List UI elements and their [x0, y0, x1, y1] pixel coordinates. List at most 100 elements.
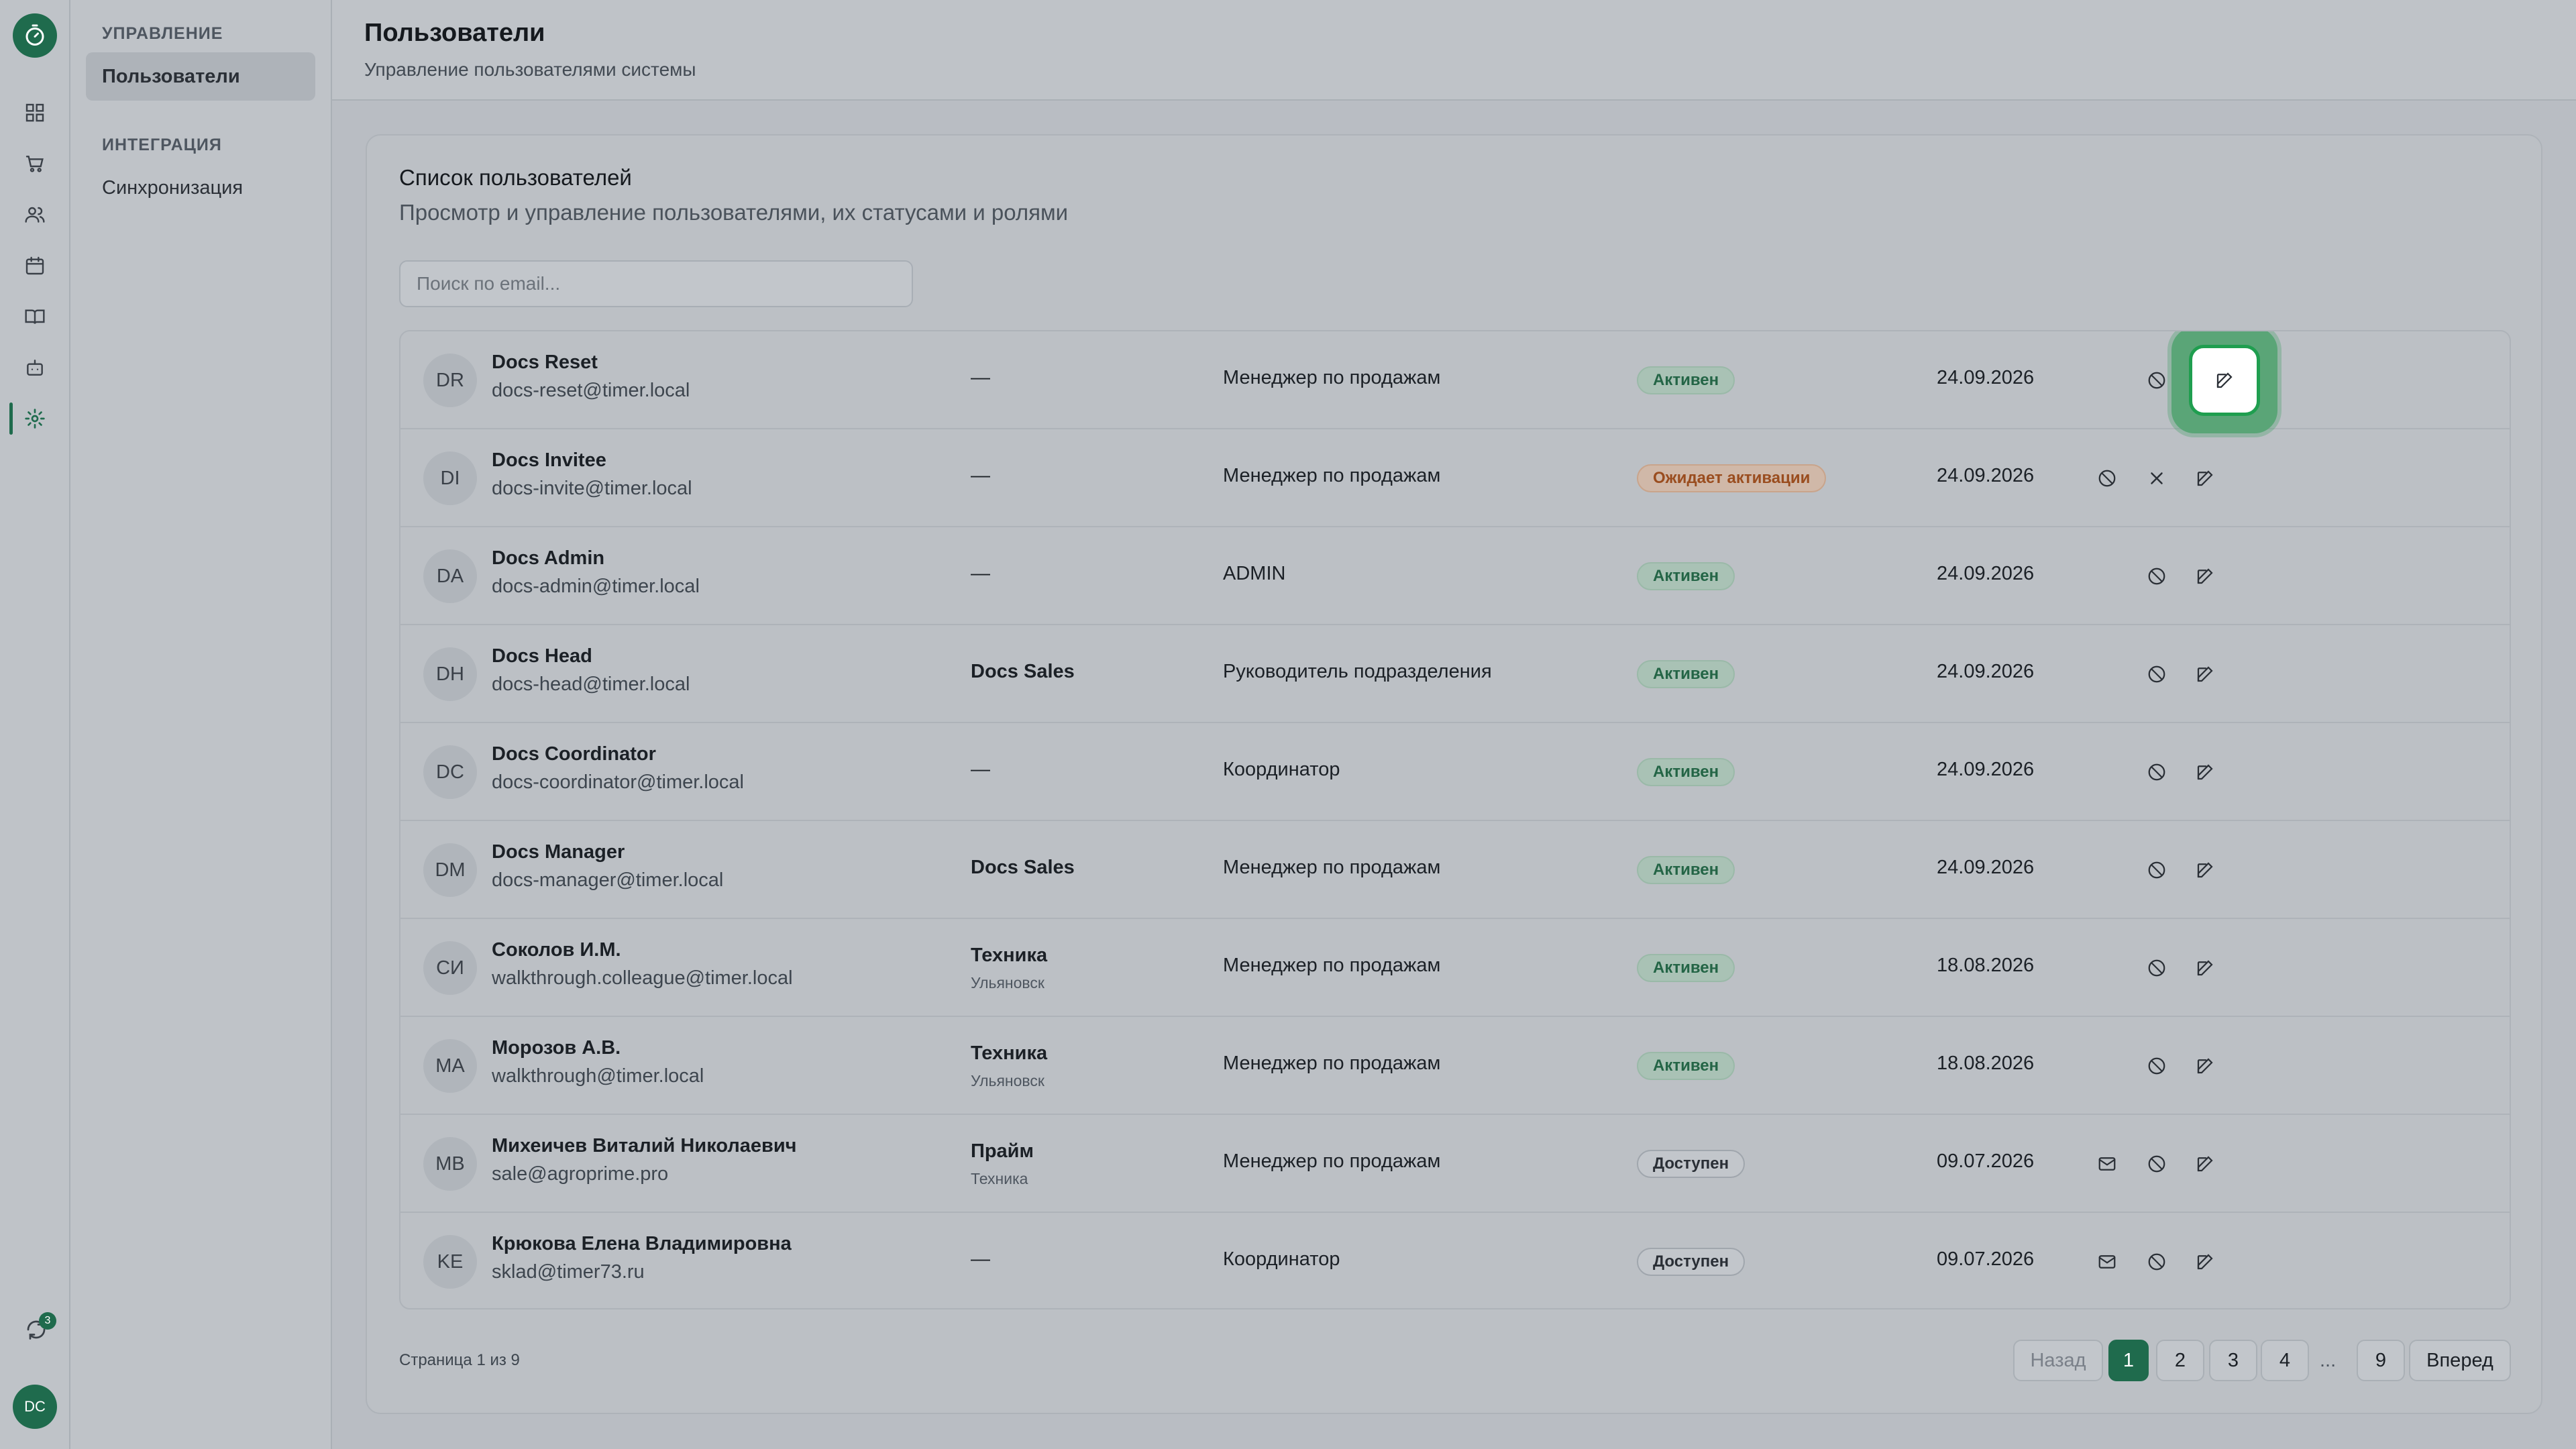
next-page-button[interactable]: Вперед: [2409, 1340, 2511, 1381]
timer-logo-icon[interactable]: [13, 13, 57, 58]
edit-button-highlight[interactable]: [2171, 331, 2277, 433]
department-empty: —: [971, 465, 990, 486]
edit-icon[interactable]: [2189, 1246, 2221, 1278]
status-badge: Активен: [1637, 562, 1735, 590]
bot-icon[interactable]: [19, 352, 51, 384]
table-row: DC Docs Coordinator docs-coordinator@timer…: [400, 723, 2510, 821]
block-icon[interactable]: [2141, 560, 2173, 592]
department: Техника: [971, 1042, 1048, 1064]
created-date: 24.09.2026: [1937, 857, 2035, 878]
user-email: walkthrough.colleague@timer.local: [492, 967, 793, 989]
user-role: Координатор: [1223, 1248, 1340, 1270]
edit-icon[interactable]: [2189, 560, 2221, 592]
user-avatar[interactable]: DC: [13, 1385, 57, 1429]
edit-icon[interactable]: [2189, 756, 2221, 788]
mail-icon[interactable]: [2091, 1246, 2123, 1278]
table-row: MB Михеичев Виталий Николаевич sale@agropr…: [400, 1115, 2510, 1213]
user-role: Менеджер по продажам: [1223, 465, 1441, 486]
edit-icon[interactable]: [2189, 658, 2221, 690]
created-date: 09.07.2026: [1937, 1248, 2035, 1270]
table-row: DA Docs Admin docs-admin@timer.local — ADMIN…: [400, 527, 2510, 625]
created-date: 24.09.2026: [1937, 661, 2035, 682]
user-role: Менеджер по продажам: [1223, 955, 1441, 976]
dashboard-icon[interactable]: [19, 97, 51, 129]
user-name: Docs Reset: [492, 352, 598, 373]
user-role: Координатор: [1223, 759, 1340, 780]
prev-page-button[interactable]: Назад: [2013, 1340, 2103, 1381]
book-icon[interactable]: [19, 301, 51, 333]
avatar: DH: [423, 647, 477, 701]
page-subtitle: Управление пользователями системы: [364, 59, 696, 80]
department-city: Ульяновск: [971, 974, 1044, 991]
user-name: Соколов И.М.: [492, 939, 621, 961]
department: Техника: [971, 945, 1048, 966]
edit-icon[interactable]: [2189, 1148, 2221, 1180]
block-icon[interactable]: [2141, 952, 2173, 984]
settings-sidebar: УПРАВЛЕНИЕ Пользователи ИНТЕГРАЦИЯ Синхр…: [70, 0, 332, 1449]
table-row: MA Морозов А.В. walkthrough@timer.local Тех…: [400, 1017, 2510, 1115]
avatar: MB: [423, 1137, 477, 1191]
block-icon[interactable]: [2141, 658, 2173, 690]
edit-icon[interactable]: [2189, 1050, 2221, 1082]
user-email: docs-reset@timer.local: [492, 380, 690, 401]
page-info: Страница 1 из 9: [399, 1351, 520, 1369]
page-header: Пользователи Управление пользователями с…: [332, 0, 2576, 101]
page-button-4[interactable]: 4: [2261, 1340, 2309, 1381]
page-button-2[interactable]: 2: [2156, 1340, 2204, 1381]
users-card: Список пользователей Просмотр и управлен…: [366, 134, 2542, 1414]
user-name: Михеичев Виталий Николаевич: [492, 1135, 797, 1157]
department-empty: —: [971, 759, 990, 780]
users-table: DR Docs Reset docs-reset@timer.local — Менед…: [399, 330, 2511, 1309]
user-email: docs-head@timer.local: [492, 674, 690, 695]
user-name: Docs Invitee: [492, 449, 606, 471]
calendar-icon[interactable]: [19, 250, 51, 282]
sidebar-item-sync[interactable]: Синхронизация: [102, 176, 244, 199]
avatar: DC: [423, 745, 477, 799]
close-icon[interactable]: [2141, 462, 2173, 494]
table-row: DM Docs Manager docs-manager@timer.local Do…: [400, 821, 2510, 919]
user-email: docs-invite@timer.local: [492, 478, 692, 499]
edit-icon[interactable]: [2189, 952, 2221, 984]
status-badge: Активен: [1637, 660, 1735, 688]
department-empty: —: [971, 367, 990, 388]
avatar: KE: [423, 1235, 477, 1289]
edit-icon[interactable]: [2189, 854, 2221, 886]
page-button-1[interactable]: 1: [2108, 1340, 2149, 1381]
user-email: sale@agroprime.pro: [492, 1163, 669, 1185]
user-role: Менеджер по продажам: [1223, 1053, 1441, 1074]
created-date: 24.09.2026: [1937, 563, 2035, 584]
nav-section-integration: ИНТЕГРАЦИЯ: [102, 136, 222, 154]
nav-section-management: УПРАВЛЕНИЕ: [102, 24, 223, 43]
department-empty: —: [971, 1248, 990, 1270]
cart-icon[interactable]: [19, 148, 51, 180]
users-icon[interactable]: [19, 199, 51, 231]
block-icon[interactable]: [2141, 1148, 2173, 1180]
block-icon[interactable]: [2091, 462, 2123, 494]
page-title: Пользователи: [364, 19, 545, 47]
block-icon[interactable]: [2141, 1246, 2173, 1278]
active-indicator: [9, 402, 13, 435]
edit-icon[interactable]: [2189, 345, 2260, 416]
department: Docs Sales: [971, 857, 1075, 878]
user-name: Docs Admin: [492, 547, 605, 569]
table-row: KE Крюкова Елена Владимировна sklad@timer7…: [400, 1213, 2510, 1308]
user-name: Крюкова Елена Владимировна: [492, 1233, 792, 1254]
status-badge: Доступен: [1637, 1150, 1746, 1178]
page-button-3[interactable]: 3: [2209, 1340, 2257, 1381]
block-icon[interactable]: [2141, 756, 2173, 788]
search-input[interactable]: [399, 260, 913, 307]
user-name: Docs Coordinator: [492, 743, 656, 765]
sidebar-item-users[interactable]: Пользователи: [86, 52, 315, 101]
user-email: walkthrough@timer.local: [492, 1065, 704, 1087]
mail-icon[interactable]: [2091, 1148, 2123, 1180]
block-icon[interactable]: [2141, 364, 2173, 396]
edit-icon[interactable]: [2189, 462, 2221, 494]
block-icon[interactable]: [2141, 854, 2173, 886]
created-date: 09.07.2026: [1937, 1150, 2035, 1172]
block-icon[interactable]: [2141, 1050, 2173, 1082]
page-button-9[interactable]: 9: [2357, 1340, 2405, 1381]
gear-icon[interactable]: [19, 402, 51, 435]
user-email: docs-coordinator@timer.local: [492, 771, 744, 793]
table-row: DR Docs Reset docs-reset@timer.local — Менед…: [400, 331, 2510, 433]
created-date: 24.09.2026: [1937, 759, 2035, 780]
